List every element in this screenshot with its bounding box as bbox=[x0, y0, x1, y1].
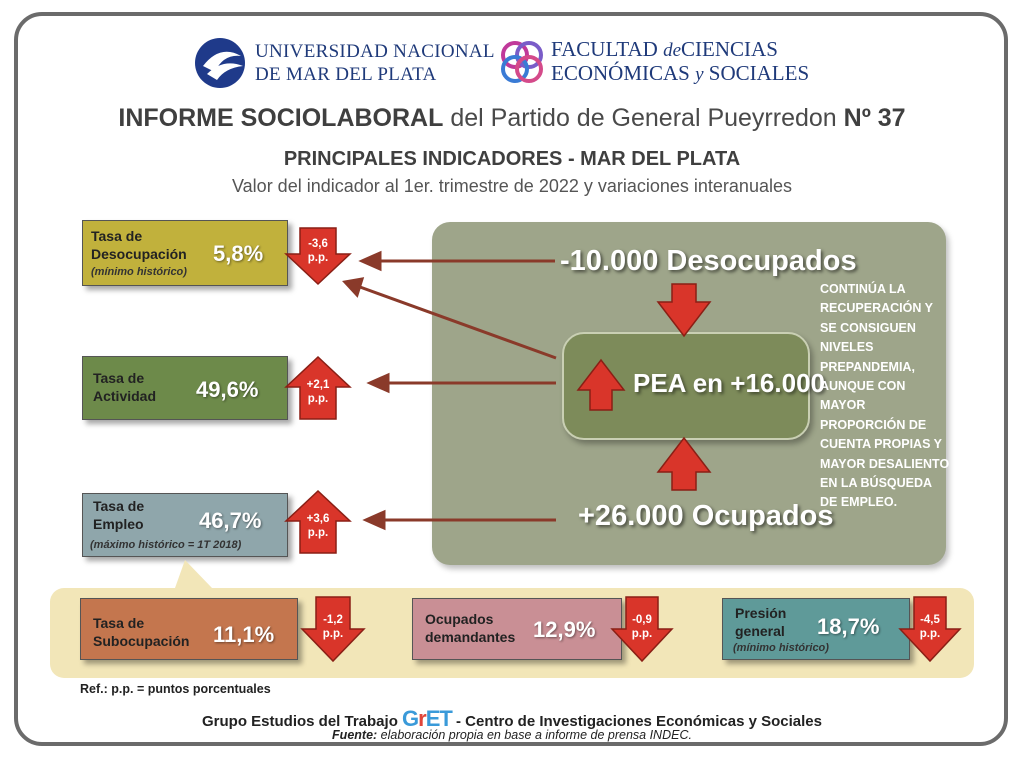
subocupacion-change-value: -1,2 bbox=[323, 614, 343, 626]
ocupados-change: +26.000 Ocupados bbox=[578, 500, 834, 532]
pea-up-arrow-icon bbox=[576, 358, 626, 411]
university-name-line1: UNIVERSIDAD NACIONAL bbox=[255, 41, 495, 62]
indicator-desocupacion bbox=[82, 220, 288, 286]
presion-change-value: -4,5 bbox=[920, 614, 940, 626]
gret-logo-r: r bbox=[418, 706, 427, 731]
report-number: Nº 37 bbox=[843, 104, 906, 132]
indicator-empleo bbox=[82, 493, 288, 557]
empleo-note: (máximo histórico = 1T 2018) bbox=[90, 539, 242, 551]
empleo-up-arrow-icon bbox=[284, 489, 352, 554]
subocupacion-value: 11,1% bbox=[213, 622, 275, 647]
faculty-name: FACULTAD deCIENCIAS ECONÓMICAS y SOCIALE… bbox=[551, 38, 809, 86]
gret-logo-g: G bbox=[402, 706, 419, 731]
indicator-presion-general bbox=[722, 598, 910, 660]
pea-change: PEA en +16.000 bbox=[633, 368, 825, 398]
ocupados-demandantes-value: 12,9% bbox=[533, 617, 596, 642]
desocupacion-label-1: Tasa de bbox=[91, 228, 143, 244]
university-logo-icon bbox=[195, 38, 245, 88]
presion-label-2: general bbox=[735, 623, 785, 639]
period-description: Valor del indicador al 1er. trimestre de… bbox=[232, 176, 792, 196]
gret-logo: GrET bbox=[402, 706, 453, 731]
desocupacion-value: 5,8% bbox=[213, 241, 264, 266]
report-title-middle: del Partido de General Pueyrredon bbox=[443, 104, 844, 132]
actividad-label: Tasa de Actividad bbox=[93, 369, 156, 405]
ocupados-demandantes-change-value: -0,9 bbox=[632, 614, 652, 626]
faculty-name-line1: FACULTAD deCIENCIAS bbox=[551, 38, 809, 62]
empleo-label-1: Tasa de bbox=[93, 498, 145, 514]
ocupados-demandantes-label: Ocupados demandantes bbox=[425, 610, 515, 646]
empleo-label-2: Empleo bbox=[93, 516, 144, 532]
up-arrow-icon bbox=[656, 436, 712, 491]
desocupacion-change-unit: p.p. bbox=[307, 252, 329, 264]
empleo-change-value: +3,6 bbox=[306, 513, 330, 525]
actividad-change-unit: p.p. bbox=[307, 393, 329, 405]
footer-right: - Centro de Investigaciones Económicas y… bbox=[451, 713, 822, 730]
footer-left: Grupo Estudios del Trabajo bbox=[202, 713, 403, 730]
presion-change: -4,5 p.p. bbox=[910, 613, 950, 641]
ocupados-demandantes-change-unit: p.p. bbox=[631, 628, 653, 640]
ocupados-demandantes-label-1: Ocupados bbox=[425, 611, 494, 627]
actividad-change-value: +2,1 bbox=[306, 379, 330, 391]
down-arrow-icon bbox=[656, 283, 712, 338]
ocupados-demandantes-change: -0,9 p.p. bbox=[622, 613, 662, 641]
ocupados-demandantes-label-2: demandantes bbox=[425, 629, 516, 645]
faculty-text-economicas: ECONÓMICAS bbox=[551, 61, 696, 85]
indicator-actividad bbox=[82, 356, 288, 420]
indicator-subocupacion bbox=[80, 598, 298, 660]
subtitle: PRINCIPALES INDICADORES - MAR DEL PLATA bbox=[283, 148, 741, 170]
report-title: INFORME SOCIOLABORAL del Partido de Gene… bbox=[0, 104, 1024, 133]
faculty-text-a: FACULTAD bbox=[551, 37, 664, 61]
faculty-text-sociales: SOCIALES bbox=[703, 61, 810, 85]
presion-value: 18,7% bbox=[817, 614, 880, 639]
presion-change-unit: p.p. bbox=[919, 628, 941, 640]
report-title-bold: INFORME SOCIOLABORAL bbox=[118, 104, 444, 132]
desocupacion-down-arrow-icon bbox=[284, 227, 352, 286]
subocupacion-label-2: Subocupación bbox=[93, 633, 190, 649]
presion-label-1: Presión bbox=[735, 605, 787, 621]
actividad-label-1: Tasa de bbox=[93, 370, 145, 386]
subocupacion-label-1: Tasa de bbox=[93, 615, 145, 631]
faculty-text-y: y bbox=[695, 64, 704, 85]
actividad-value: 49,6% bbox=[196, 377, 259, 402]
subocupacion-label: Tasa de Subocupación bbox=[93, 614, 189, 650]
actividad-change: +2,1 p.p. bbox=[298, 378, 338, 406]
reference-note: Ref.: p.p. = puntos porcentuales bbox=[80, 682, 271, 696]
empleo-label: Tasa de Empleo bbox=[93, 497, 144, 533]
desocupacion-label-2: Desocupación bbox=[91, 246, 187, 262]
faculty-text-de: de bbox=[663, 40, 682, 61]
desocupados-change: -10.000 Desocupados bbox=[560, 245, 857, 277]
subocupacion-down-arrow-icon bbox=[300, 596, 366, 663]
university-name-line2: DE MAR DEL PLATA bbox=[255, 64, 437, 85]
actividad-label-2: Actividad bbox=[93, 388, 157, 404]
empleo-change-unit: p.p. bbox=[307, 527, 329, 539]
presion-down-arrow-icon bbox=[898, 596, 962, 663]
footer: Grupo Estudios del Trabajo GrET - Centro… bbox=[0, 706, 1024, 732]
desocupacion-note: (mínimo histórico) bbox=[91, 266, 187, 278]
connectors-icon bbox=[342, 250, 557, 531]
subocupacion-change-unit: p.p. bbox=[322, 628, 344, 640]
empleo-value: 46,7% bbox=[199, 508, 262, 533]
subocupacion-change: -1,2 p.p. bbox=[313, 613, 353, 641]
desocupacion-label: Tasa de Desocupación bbox=[91, 227, 187, 263]
empleo-change: +3,6 p.p. bbox=[298, 512, 338, 540]
presion-label: Presión general bbox=[735, 604, 786, 640]
ocupados-demandantes-down-arrow-icon bbox=[610, 596, 674, 663]
gret-logo-et: ET bbox=[425, 706, 453, 731]
panel-note: CONTINÚA LA RECUPERACIÓN Y SE CONSIGUEN … bbox=[820, 282, 950, 510]
desocupacion-change-value: -3,6 bbox=[308, 238, 328, 250]
source-label: Fuente: bbox=[332, 728, 378, 742]
presion-note: (mínimo histórico) bbox=[733, 642, 829, 654]
desocupacion-change: -3,6 p.p. bbox=[298, 237, 338, 265]
indicator-ocupados-demandantes bbox=[412, 598, 622, 660]
source-note: Fuente: elaboración propia en base a inf… bbox=[0, 728, 1024, 742]
faculty-name-line2: ECONÓMICAS y SOCIALES bbox=[551, 62, 809, 86]
actividad-up-arrow-icon bbox=[284, 355, 352, 420]
source-text: elaboración propia en base a informe de … bbox=[377, 728, 692, 742]
faculty-logo-icon bbox=[501, 41, 543, 83]
university-name: UNIVERSIDAD NACIONAL DE MAR DEL PLATA bbox=[255, 40, 495, 86]
faculty-text-ciencias: CIENCIAS bbox=[681, 37, 778, 61]
